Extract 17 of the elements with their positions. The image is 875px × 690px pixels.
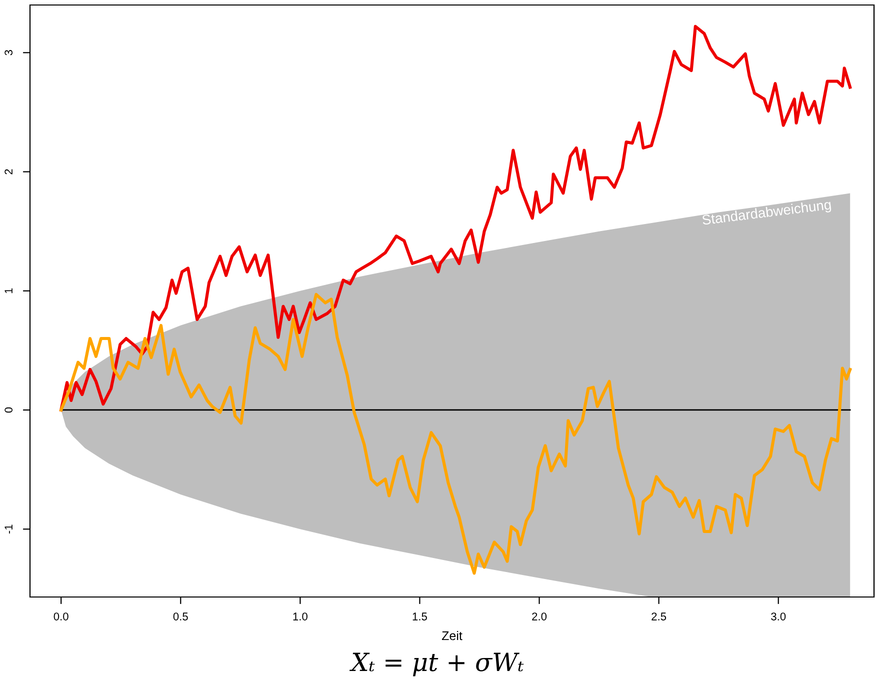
x-tick-label: 1.0 [293, 612, 308, 620]
y-tick-label: 0 [4, 407, 13, 413]
x-tick-label: 3.0 [771, 612, 786, 620]
y-tick-label: 1 [4, 288, 12, 294]
annotation: Standardabweichung [702, 199, 832, 228]
x-tick-label: 0.0 [54, 612, 68, 620]
y-tick-label: 3 [4, 50, 13, 56]
text: Xₜ = μt + σWₜ [349, 652, 524, 676]
y-tick-label: -1 [4, 524, 12, 534]
x-axis-title: Zeit [442, 630, 462, 640]
x-tick-label: 0.5 [173, 612, 188, 620]
y-tick-label: 2 [4, 169, 12, 174]
line-series [60, 24, 852, 412]
x-tick-label: 1.5 [412, 612, 427, 620]
x-tick-label: 2.5 [652, 612, 666, 620]
line-series [60, 292, 852, 575]
x-tick-label: 2.0 [532, 612, 547, 620]
